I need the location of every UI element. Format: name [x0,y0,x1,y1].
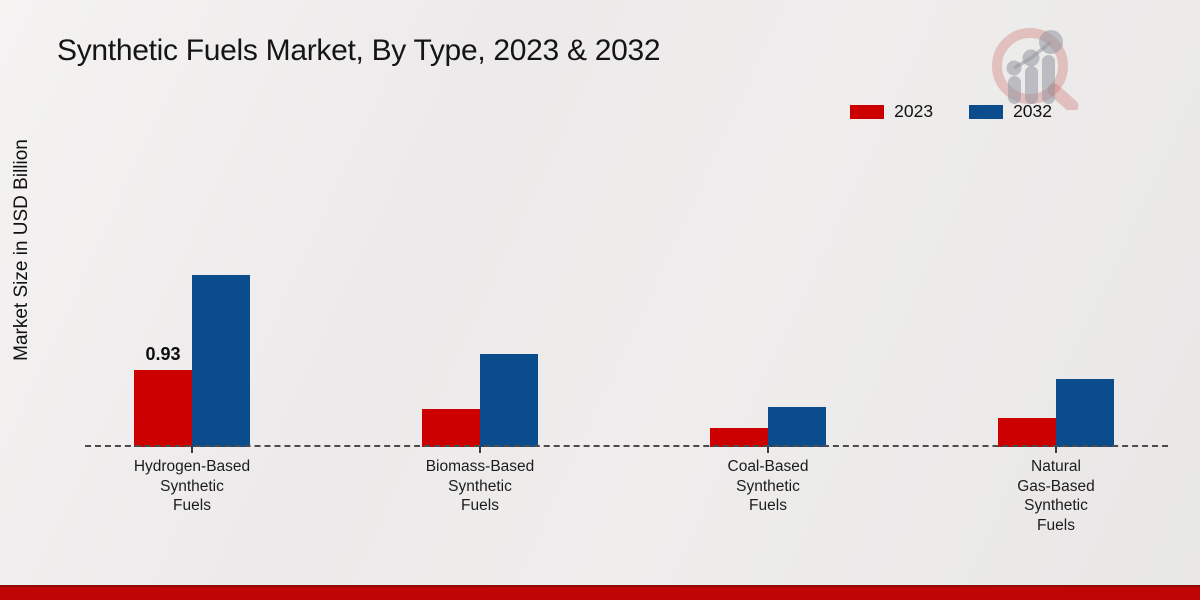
category-label: Biomass-Based Synthetic Fuels [390,457,570,516]
category-label-line: Hydrogen-Based [133,458,251,475]
category-label-line: Synthetic [448,477,512,495]
magnifier-bar-chart-logo-icon [992,28,1079,110]
category-label: Hydrogen-Based Synthetic Fuels [102,457,282,516]
category-label-line: Synthetic [736,477,800,495]
legend-item-2023[interactable]: 2023 [850,101,933,122]
category-label-line: Biomass-Based [425,458,535,475]
category-label: Natural Gas-Based Synthetic Fuels [966,457,1146,535]
category-label-line: Synthetic [160,477,224,495]
bar-2023-cat2[interactable] [710,428,768,447]
footer-accent-bar [0,585,1200,600]
category-label-line: Natural [1031,458,1081,475]
legend-item-2032[interactable]: 2032 [969,101,1052,122]
category-label-line: Fuels [1037,516,1075,534]
bar-2032-cat1[interactable] [480,354,538,447]
legend-label-2032: 2032 [1013,101,1052,121]
bar-2032-cat0[interactable] [192,275,250,447]
chart-title: Synthetic Fuels Market, By Type, 2023 & … [57,34,661,67]
x-axis-tick [1055,447,1057,453]
legend-swatch-2023 [850,104,885,119]
x-axis-baseline [85,445,1168,447]
category-label-line: Coal-Based [727,458,809,475]
bar-value-label: 0.93 [145,344,181,364]
bar-2032-cat3[interactable] [1056,379,1114,447]
legend-label-2023: 2023 [894,101,934,121]
bar-2032-cat2[interactable] [768,407,826,447]
x-axis-tick [767,447,769,453]
category-label-line: Fuels [173,497,211,514]
category-label-line: Synthetic [1024,497,1088,514]
bar-2023-cat0[interactable] [134,370,192,447]
legend-swatch-2032 [969,104,1004,119]
category-label: Coal-Based Synthetic Fuels [678,457,858,516]
legend: 2023 2032 [850,101,1052,122]
x-axis-tick [479,447,481,453]
bar-2023-cat3[interactable] [998,418,1056,447]
category-label-line: Gas-Based [1017,477,1095,495]
bar-2023-cat1[interactable] [422,409,480,447]
x-axis-tick [191,447,193,453]
category-label-line: Fuels [461,497,499,514]
category-label-line: Fuels [749,497,787,514]
